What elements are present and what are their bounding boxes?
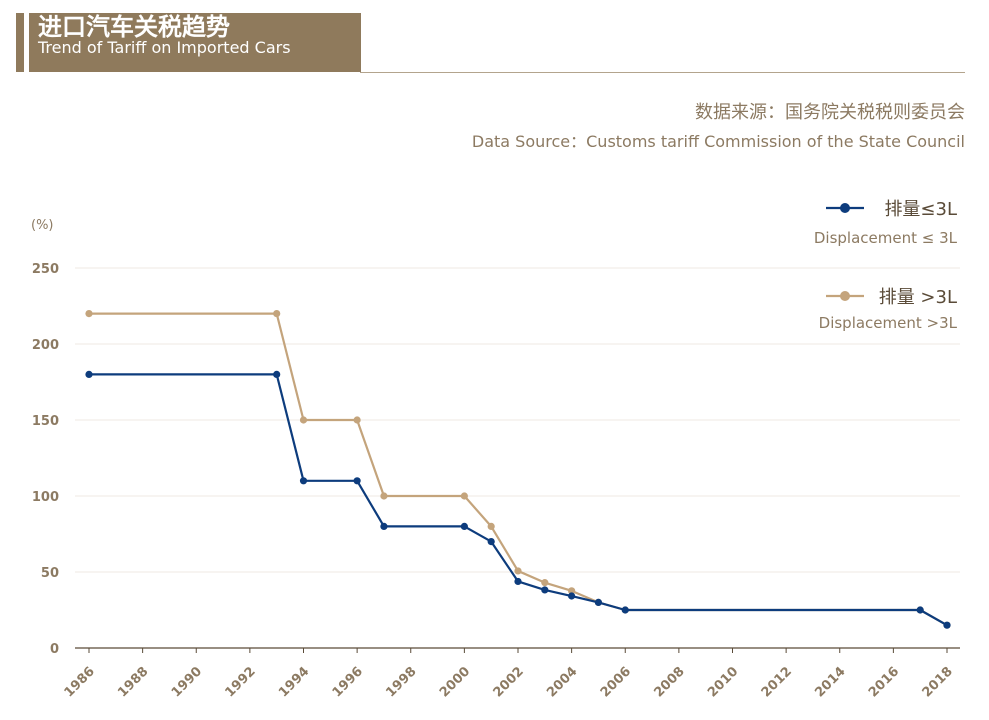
header-box bbox=[29, 13, 361, 72]
data-point-series-1 bbox=[943, 621, 951, 629]
data-point-series-1 bbox=[460, 522, 468, 531]
data-point-series-2 bbox=[380, 492, 388, 500]
data-point-series-1 bbox=[514, 577, 522, 586]
data-point-series-2 bbox=[487, 522, 495, 531]
data-point-series-1 bbox=[541, 586, 549, 594]
x-tick-label: 2004 bbox=[544, 664, 580, 700]
data-point-series-2 bbox=[460, 492, 468, 500]
x-tick-label: 1996 bbox=[330, 664, 366, 700]
data-point-series-2 bbox=[541, 579, 549, 587]
data-point-series-2 bbox=[514, 567, 522, 575]
data-point-series-1 bbox=[487, 538, 495, 546]
y-tick-label: 250 bbox=[32, 262, 59, 277]
data-point-series-1 bbox=[273, 370, 281, 378]
y-tick-label: 200 bbox=[32, 338, 59, 353]
x-tick-label: 2002 bbox=[491, 664, 527, 700]
x-tick-label: 2018 bbox=[920, 664, 956, 700]
chart-title: 进口汽车关税趋势 bbox=[38, 13, 230, 41]
y-tick-label: 0 bbox=[50, 642, 59, 657]
x-tick-label: 2006 bbox=[598, 664, 634, 700]
data-point-series-1 bbox=[85, 370, 93, 378]
data-source-cn: 数据来源：国务院关税税则委员会 bbox=[695, 102, 965, 123]
data-point-series-1 bbox=[916, 606, 924, 614]
y-tick-label: 100 bbox=[32, 490, 59, 505]
chart-subtitle: Trend of Tariff on Imported Cars bbox=[38, 38, 291, 57]
x-tick-label: 2016 bbox=[866, 664, 902, 700]
legend-label-en: Displacement >3L bbox=[819, 314, 958, 332]
data-point-series-2 bbox=[568, 587, 576, 595]
y-tick-label: 50 bbox=[41, 566, 59, 581]
x-tick-label: 2000 bbox=[437, 664, 473, 700]
data-point-series-2 bbox=[273, 310, 281, 318]
x-tick-label: 1988 bbox=[115, 664, 151, 700]
data-point-series-1 bbox=[380, 522, 388, 531]
data-point-series-1 bbox=[299, 477, 308, 485]
series-line-1 bbox=[89, 373, 948, 627]
y-axis-unit-label: (%) bbox=[31, 218, 54, 233]
data-point-series-2 bbox=[353, 416, 361, 424]
data-point-series-2 bbox=[299, 416, 308, 424]
header-banner bbox=[16, 13, 361, 72]
x-tick-label: 1998 bbox=[383, 664, 419, 700]
x-tick-label: 2010 bbox=[705, 664, 741, 700]
x-tick-label: 1990 bbox=[169, 664, 205, 700]
header-accent-stripe bbox=[16, 13, 24, 72]
legend-swatch-marker bbox=[840, 203, 850, 213]
x-tick-label: 2014 bbox=[812, 664, 848, 700]
x-tick-label: 1986 bbox=[62, 664, 98, 700]
x-tick-label: 2008 bbox=[652, 664, 688, 700]
y-tick-label: 150 bbox=[32, 414, 59, 429]
x-tick-label: 1994 bbox=[276, 664, 312, 700]
data-point-series-1 bbox=[594, 598, 603, 607]
legend-label-en: Displacement ≤ 3L bbox=[814, 229, 958, 247]
data-point-series-1 bbox=[568, 592, 576, 600]
legend-label: 排量≤3L bbox=[884, 199, 957, 220]
x-tick-label: 1992 bbox=[223, 664, 259, 700]
data-point-series-2 bbox=[85, 310, 93, 318]
data-point-series-1 bbox=[353, 477, 361, 485]
legend-label: 排量 >3L bbox=[879, 287, 957, 308]
x-tick-label: 2012 bbox=[759, 664, 795, 700]
data-source-en: Data Source：Customs tariff Commission of… bbox=[471, 132, 965, 151]
legend-swatch-marker bbox=[840, 291, 850, 301]
header-divider bbox=[360, 72, 965, 73]
data-point-series-1 bbox=[621, 606, 629, 614]
